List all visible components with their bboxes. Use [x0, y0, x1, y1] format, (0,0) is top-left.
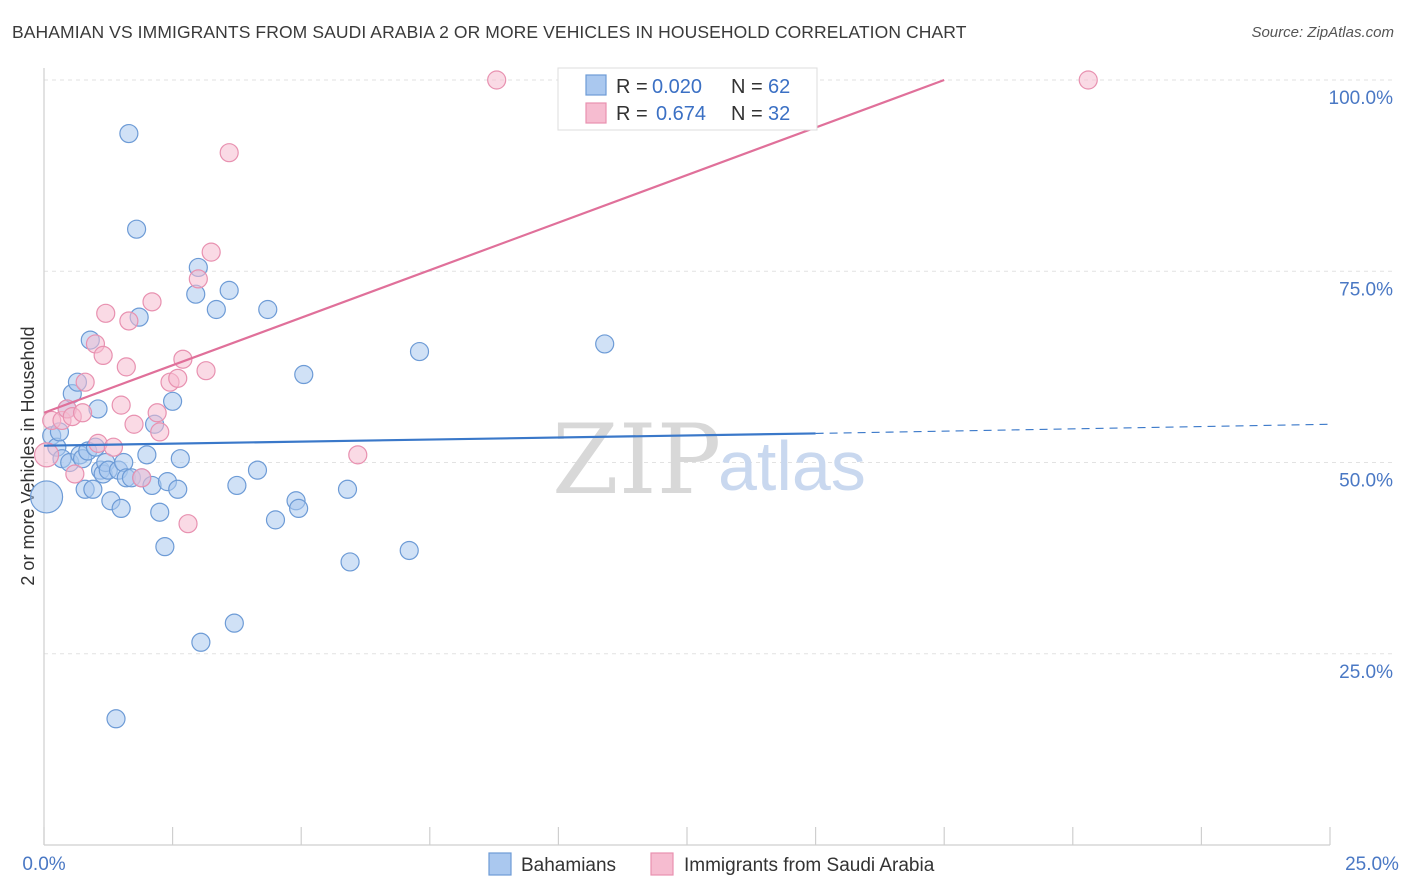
point-bahamians-27: [119, 123, 139, 144]
legend-swatch-bahamians: [585, 74, 607, 96]
point-saudi-7: [75, 372, 95, 392]
legend-r-value-bahamians: 0.020: [652, 76, 702, 98]
trend-line-bahamians-extension: [815, 423, 1331, 435]
point-saudi-5: [65, 464, 85, 484]
watermark: ZIP atlas: [552, 404, 866, 516]
point-bahamians-58: [595, 334, 615, 354]
y-tick-label-50: 50.0%: [1339, 471, 1393, 492]
point-saudi-6: [72, 403, 93, 423]
point-bahamians-14: [83, 479, 103, 499]
point-saudi-12: [103, 437, 124, 457]
y-tick-label-75: 75.0%: [1339, 279, 1393, 300]
chart-title: BAHAMIAN VS IMMIGRANTS FROM SAUDI ARABIA…: [12, 22, 967, 42]
point-bahamians-29: [126, 219, 147, 239]
point-bahamians-48: [247, 460, 268, 480]
point-saudi-19: [147, 403, 167, 423]
point-bahamians-24: [111, 498, 131, 518]
bottom-legend-swatch-saudi: [650, 852, 674, 876]
point-bahamians-54: [337, 479, 358, 499]
point-saudi-17: [132, 468, 152, 488]
source-label: Source: ZipAtlas.com: [1251, 24, 1394, 41]
bottom-legend-label-bahamians: Bahamians: [521, 855, 616, 876]
point-bahamians-55: [340, 552, 360, 572]
point-bahamians-22: [106, 709, 126, 729]
point-bahamians-45: [219, 280, 239, 300]
point-bahamians-53: [294, 364, 314, 385]
point-saudi-15: [119, 311, 139, 331]
point-saudi-25: [188, 269, 208, 289]
point-saudi-24: [178, 514, 198, 534]
point-saudi-13: [111, 395, 131, 415]
point-saudi-30: [487, 70, 507, 90]
point-saudi-27: [201, 242, 221, 262]
series-saudi-points: [33, 70, 1098, 534]
legend: R = 0.020 N = 62 R = 0.674 N = 32: [557, 67, 818, 131]
x-tick-label-min: 0.0%: [22, 854, 65, 875]
point-bahamians-44: [206, 299, 226, 320]
legend-r-label-saudi: R =: [616, 103, 648, 125]
point-bahamians-35: [150, 502, 170, 522]
trend-lines: [43, 78, 1331, 447]
point-saudi-18: [142, 292, 162, 312]
point-saudi-29: [348, 445, 368, 465]
watermark-zip: ZIP: [552, 404, 721, 516]
bottom-legend: Bahamians Immigrants from Saudi Arabia: [488, 852, 935, 876]
y-tick-label-100: 100.0%: [1329, 88, 1394, 109]
point-bahamians-36: [155, 537, 175, 557]
point-bahamians-56: [399, 540, 419, 561]
legend-n-label-saudi: N =: [731, 103, 763, 125]
point-saudi-14: [116, 357, 136, 377]
y-tick-labels: 25.0% 50.0% 75.0% 100.0%: [1329, 88, 1394, 683]
legend-n-label-bahamians: N =: [731, 76, 763, 98]
trend-line-saudi: [43, 78, 945, 414]
point-saudi-10: [93, 345, 113, 365]
point-saudi-28: [219, 143, 239, 163]
legend-r-value-saudi: 0.674: [656, 103, 706, 125]
point-bahamians-39: [168, 479, 188, 499]
point-bahamians-47: [227, 475, 247, 496]
point-bahamians-49: [258, 299, 278, 320]
bottom-legend-swatch-bahamians: [488, 852, 512, 876]
point-bahamians-57: [409, 341, 430, 362]
y-tick-label-25: 25.0%: [1339, 662, 1393, 683]
series-bahamians-points: [29, 123, 615, 729]
legend-swatch-saudi: [585, 102, 607, 124]
trend-line-bahamians: [43, 432, 816, 447]
point-bahamians-46: [224, 613, 244, 633]
legend-r-label-bahamians: R =: [616, 76, 648, 98]
point-saudi-26: [196, 361, 216, 381]
legend-n-value-bahamians: 62: [768, 76, 790, 98]
point-saudi-0: [33, 442, 60, 468]
y-axis-title: 2 or more Vehicles in Household: [18, 326, 38, 585]
x-ticks: [43, 827, 1331, 845]
gridlines: [44, 79, 1393, 655]
point-saudi-16: [124, 414, 144, 434]
watermark-atlas: atlas: [718, 427, 866, 505]
point-bahamians-32: [137, 445, 157, 465]
point-bahamians-52: [289, 498, 309, 518]
point-saudi-31: [1078, 70, 1098, 90]
point-bahamians-0: [29, 480, 64, 514]
x-tick-label-max: 25.0%: [1345, 854, 1399, 875]
point-bahamians-38: [163, 391, 183, 411]
legend-n-value-saudi: 32: [768, 103, 790, 125]
point-saudi-11: [96, 303, 116, 323]
point-bahamians-40: [170, 449, 190, 469]
point-bahamians-50: [265, 510, 286, 530]
point-saudi-22: [168, 368, 188, 388]
point-saudi-20: [150, 422, 170, 442]
bottom-legend-label-saudi: Immigrants from Saudi Arabia: [684, 855, 935, 876]
point-bahamians-43: [191, 632, 211, 652]
